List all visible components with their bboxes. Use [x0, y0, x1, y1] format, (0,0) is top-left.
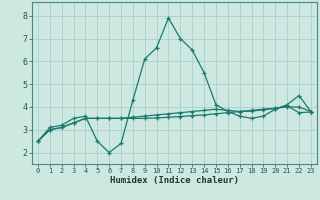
X-axis label: Humidex (Indice chaleur): Humidex (Indice chaleur): [110, 176, 239, 185]
